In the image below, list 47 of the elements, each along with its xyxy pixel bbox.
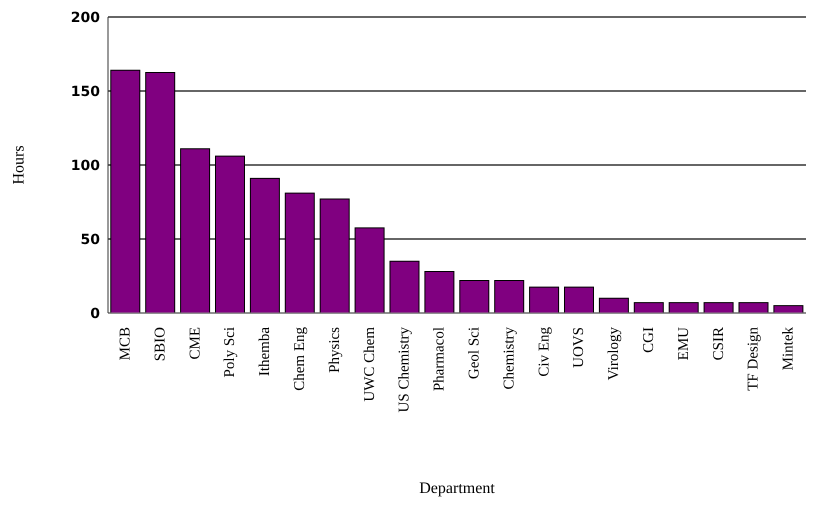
x-tick-label: TF Design <box>746 326 762 391</box>
bar <box>494 280 524 313</box>
y-tick-label: 0 <box>90 306 100 322</box>
bar <box>704 302 734 313</box>
y-axis-title: Hours <box>10 145 28 185</box>
bar <box>214 156 245 313</box>
x-tick-label: Virology <box>606 326 622 380</box>
bar <box>564 286 594 313</box>
bar <box>598 298 629 313</box>
bar <box>145 72 176 313</box>
x-tick-label: EMU <box>676 326 692 360</box>
bar <box>529 286 560 313</box>
x-tick-label: MCB <box>117 327 134 360</box>
bar <box>738 302 768 313</box>
x-tick-label: Chemistry <box>501 326 518 390</box>
x-tick-label: SBIO <box>152 326 168 362</box>
x-tick-label: UWC Chem <box>362 326 378 402</box>
x-tick-label: Civ Eng <box>536 326 552 377</box>
bar <box>320 198 350 313</box>
x-tick-label: Poly Sci <box>222 327 238 378</box>
y-tick-label: 150 <box>70 84 100 100</box>
x-tick-label: Ithemba <box>257 326 274 376</box>
bar <box>284 192 315 313</box>
bar <box>424 271 454 313</box>
x-tick-label: CGI <box>640 327 657 353</box>
bar <box>354 227 385 313</box>
bar <box>634 302 664 313</box>
x-tick-label: Pharmacol <box>432 327 448 392</box>
bar <box>668 302 699 313</box>
bar <box>773 305 804 313</box>
y-tick-label: 50 <box>80 232 100 248</box>
y-tick-label: 100 <box>70 158 100 174</box>
bar <box>459 280 490 313</box>
bar <box>110 70 140 313</box>
x-tick-label: US Chemistry <box>396 326 413 412</box>
x-tick-label: CSIR <box>710 327 727 360</box>
x-tick-label: UOVS <box>571 327 588 368</box>
x-tick-label: Chem Eng <box>292 326 308 391</box>
y-tick-label: 200 <box>70 10 100 26</box>
x-axis-title: Department <box>419 480 496 497</box>
x-tick-label: Geol Sci <box>466 327 482 380</box>
x-tick-label: CME <box>187 327 204 360</box>
bar <box>250 178 280 313</box>
x-tick-label: Physics <box>326 326 343 373</box>
x-tick-label: Mintek <box>780 326 797 370</box>
bar <box>389 260 420 313</box>
bar <box>180 148 210 313</box>
